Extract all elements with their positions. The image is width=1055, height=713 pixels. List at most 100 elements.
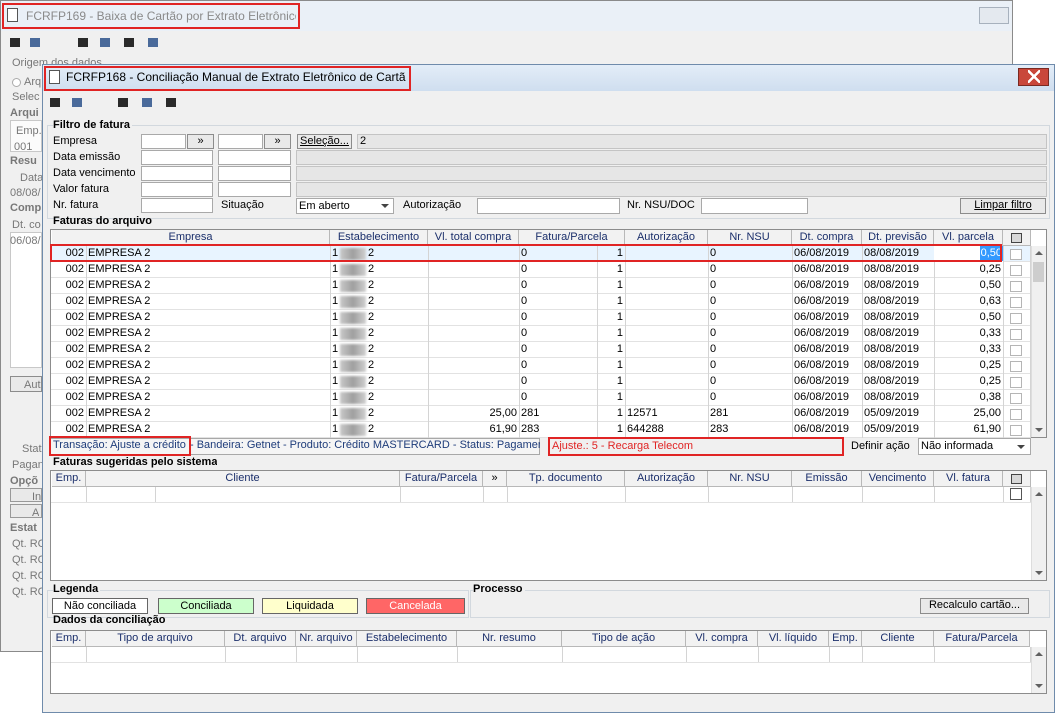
table-cell: 06/08/2019 [794,407,850,419]
more-button[interactable]: » [187,134,214,149]
cell-divider [708,374,709,390]
recalc-button[interactable]: Recalculo cartão... [920,598,1029,614]
toolbar-icon[interactable] [50,98,60,107]
cell-divider [792,487,793,503]
table-cell: 0 [710,359,717,371]
header-checkbox[interactable] [1011,233,1022,243]
cell-divider [519,310,520,326]
row-checkbox[interactable] [1010,425,1022,436]
scroll-down[interactable] [1035,684,1043,688]
table-row[interactable] [51,294,1031,310]
input[interactable] [701,198,808,214]
scroll-up[interactable] [1035,251,1043,255]
clear-button[interactable]: Limpar filtro [960,198,1046,214]
table-cell: 2 [368,295,375,307]
button-frag[interactable] [10,488,42,502]
cell-divider [519,422,520,438]
group-title: Filtro de fatura [53,118,133,133]
toolbar-icon[interactable] [166,98,176,107]
toolbar-icon[interactable] [72,98,82,107]
input[interactable] [141,134,186,149]
cell-divider [519,326,520,342]
toolbar-icon[interactable] [142,98,152,107]
group-title: Faturas sugeridas pelo sistema [53,456,218,468]
scroll-up[interactable] [1035,492,1043,496]
label-fragment: In [32,491,42,503]
table-row[interactable] [51,406,1031,422]
cell-divider [428,278,429,294]
table-row[interactable] [51,262,1031,278]
button-frag[interactable] [10,376,42,392]
cell-divider [86,487,87,503]
table-cell: 2 [368,279,375,291]
cell-divider [86,246,87,262]
table-row[interactable] [51,390,1031,406]
row-checkbox[interactable] [1010,377,1022,388]
more-button[interactable]: » [264,134,291,149]
row-checkbox[interactable] [1010,393,1022,404]
table-row[interactable] [51,326,1031,342]
cell-divider [625,326,626,342]
button-frag[interactable] [10,504,42,518]
label-fragment: Opçõ [10,475,39,487]
input[interactable] [141,166,213,181]
close-button[interactable] [979,7,1009,24]
table-row[interactable] [51,278,1031,294]
row-checkbox[interactable] [1010,313,1022,324]
column-header: Tp. documento [507,471,625,487]
column-header: Dt. previsão [862,230,934,246]
cell-divider [862,406,863,422]
cell-divider [86,406,87,422]
input[interactable] [141,198,213,213]
cell-divider [934,342,935,358]
header-checkbox[interactable] [1011,474,1022,484]
input[interactable] [477,198,620,214]
input[interactable] [218,166,291,181]
row-checkbox[interactable] [1010,409,1022,420]
row-checkbox[interactable] [1010,361,1022,372]
row-checkbox[interactable] [1010,265,1022,276]
toolbar-icon[interactable] [100,38,110,47]
selection-button[interactable]: Seleção... [297,134,352,149]
input[interactable] [218,150,291,165]
row-checkbox[interactable] [1010,281,1022,292]
table-row[interactable] [51,374,1031,390]
scroll-down[interactable] [1035,571,1043,575]
row-checkbox[interactable] [1010,329,1022,340]
table-row[interactable] [51,342,1031,358]
cell-divider [934,647,935,663]
dropdown[interactable]: Não informada [918,438,1031,455]
table-cell: 06/08/2019 [794,263,850,275]
row-checkbox[interactable] [1010,345,1022,356]
label-fragment: A [32,507,40,519]
table-row[interactable] [51,310,1031,326]
input[interactable] [218,182,291,197]
row-checkbox[interactable] [1010,297,1022,308]
table-row[interactable] [51,358,1031,374]
input[interactable] [141,150,213,165]
toolbar-icon[interactable] [148,38,158,47]
table-row[interactable] [51,422,1031,438]
toolbar-icon[interactable] [78,38,88,47]
toolbar-icon[interactable] [10,38,20,47]
toolbar-icon[interactable] [124,38,134,47]
table-cell: 12571 [627,407,658,419]
scroll-up[interactable] [1035,652,1043,656]
table-cell: 0 [521,295,528,307]
row-checkbox[interactable] [1010,249,1022,260]
table-cell: EMPRESA 2 [88,295,151,307]
toolbar-icon[interactable] [30,38,40,47]
column-header: Vl. compra [686,631,758,647]
row-checkbox[interactable] [1010,488,1022,500]
blurred-area [340,312,366,324]
cell-divider [428,294,429,310]
cell-divider [708,487,709,503]
input[interactable] [218,134,263,149]
input[interactable] [141,182,213,197]
table-cell: 0 [521,343,528,355]
scroll-down[interactable] [1035,428,1043,432]
group-title: Faturas do arquivo [53,215,153,227]
dropdown[interactable]: Em aberto [296,198,394,214]
scroll-thumb[interactable] [1033,262,1044,282]
toolbar-icon[interactable] [118,98,128,107]
